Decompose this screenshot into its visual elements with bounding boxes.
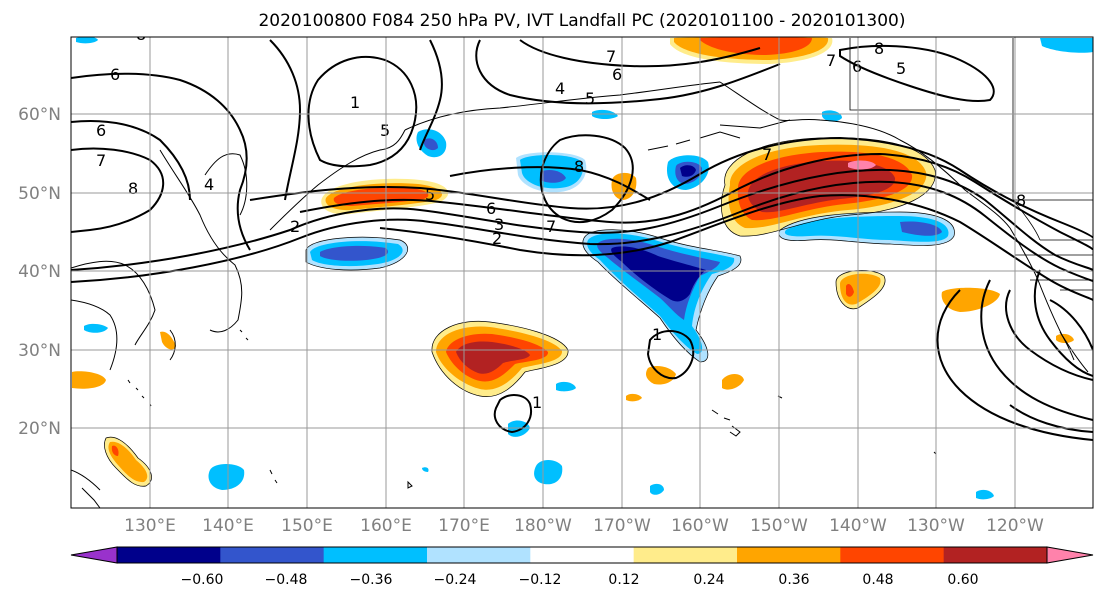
- contour-label: 1: [532, 393, 542, 412]
- colorbar-tick-label: −0.24: [434, 572, 477, 588]
- positive-anomaly-central-pacific: [431, 321, 569, 397]
- lon-label: 150°W: [750, 516, 808, 536]
- colorbar-tick-label: −0.36: [350, 572, 393, 588]
- contour-label: 7: [96, 151, 106, 170]
- colorbar-block: [633, 547, 738, 563]
- contour-label: 8: [1016, 191, 1026, 210]
- contour-label: 6: [486, 199, 496, 218]
- negative-anomaly-west-pacific: [76, 37, 1093, 500]
- colorbar-tick-label: 0.12: [608, 572, 639, 588]
- lon-label: 180°W: [514, 516, 572, 536]
- contour-label: 4: [555, 79, 565, 98]
- colorbar-tick-label: 0.36: [778, 572, 809, 588]
- colorbar-block: [323, 547, 428, 563]
- islands: [127, 329, 937, 489]
- contour-label: 6: [96, 121, 106, 140]
- graticule: [71, 37, 1093, 508]
- colorbar-frame: [116, 546, 1048, 564]
- colorbar-extend-low: [70, 546, 118, 564]
- colorbar-block: [427, 547, 531, 563]
- lon-label: 140°E: [202, 516, 254, 536]
- contour-label: 5: [425, 185, 435, 204]
- contour-label: 5: [896, 59, 906, 78]
- lon-label: 170°E: [438, 516, 490, 536]
- colorbar-block: [117, 547, 221, 563]
- colorbar-tick-label: −0.48: [265, 572, 308, 588]
- lat-label: 30°N: [18, 341, 61, 361]
- contour-label: 8: [574, 157, 584, 176]
- contour-labels: 6 6 7 8 1 5 4 5 6 7 8 4 5 2 3 6 7 2 7 8: [96, 25, 1026, 412]
- lat-label: 20°N: [18, 419, 61, 439]
- contour-label: 2: [492, 229, 502, 248]
- lon-label: 150°E: [281, 516, 333, 536]
- map-background: [71, 37, 1093, 508]
- lat-label: 50°N: [18, 184, 61, 204]
- contour-label: 3: [494, 215, 504, 234]
- contour-label: 7: [762, 145, 772, 164]
- latitude-labels: 60°N 50°N 40°N 30°N 20°N: [18, 105, 61, 439]
- contour-label: 6: [110, 65, 120, 84]
- colorbar: −0.60 −0.48 −0.36 −0.24 −0.12 0.12 0.24 …: [70, 546, 1094, 588]
- colorbar-tick-label: 0.60: [947, 572, 978, 588]
- colorbar-block: [943, 547, 1048, 563]
- contour-label: 5: [380, 121, 390, 140]
- lon-label: 160°E: [360, 516, 412, 536]
- colorbar-tick-label: −0.60: [181, 572, 224, 588]
- lon-label: 120°W: [986, 516, 1044, 536]
- contour-label: 2: [290, 217, 300, 236]
- colorbar-extend-high: [1046, 546, 1094, 564]
- lat-label: 60°N: [18, 105, 61, 125]
- colorbar-block: [220, 547, 325, 563]
- contour-label: 6: [852, 57, 862, 76]
- contour-label: 8: [874, 39, 884, 58]
- colorbar-tick-label: 0.48: [862, 572, 893, 588]
- contour-label: 6: [612, 65, 622, 84]
- contour-label: 5: [585, 89, 595, 108]
- lon-label: 130°E: [124, 516, 176, 536]
- contour-label: 1: [652, 325, 662, 344]
- map-frame: [70, 36, 1094, 509]
- contour-label: 7: [826, 51, 836, 70]
- longitude-labels: 130°E 140°E 150°E 160°E 170°E 180°W 170°…: [124, 516, 1044, 536]
- colorbar-block: [530, 547, 635, 563]
- pv-contours: [71, 39, 1093, 441]
- colorbar-tick-label: −0.12: [519, 572, 562, 588]
- lon-label: 130°W: [907, 516, 965, 536]
- contour-label: 8: [128, 179, 138, 198]
- lon-label: 140°W: [829, 516, 887, 536]
- lon-label: 160°W: [671, 516, 729, 536]
- colorbar-tick-label: 0.24: [693, 572, 724, 588]
- contour-label: 1: [350, 93, 360, 112]
- colorbar-block: [840, 547, 945, 563]
- lon-label: 170°W: [593, 516, 651, 536]
- coastlines: [71, 81, 1089, 508]
- contour-label: 7: [546, 217, 556, 236]
- figure-title: 2020100800 F084 250 hPa PV, IVT Landfall…: [258, 11, 905, 31]
- contour-label: 4: [204, 175, 214, 194]
- colorbar-ticks: −0.60 −0.48 −0.36 −0.24 −0.12 0.12 0.24 …: [181, 572, 979, 588]
- map-panel: 6 6 7 8 1 5 4 5 6 7 8 4 5 2 3 6 7 2 7 8: [70, 25, 1094, 509]
- lat-label: 40°N: [18, 262, 61, 282]
- colorbar-block: [737, 547, 841, 563]
- contour-label: 8: [136, 25, 146, 44]
- negative-anomaly-northeast-pacific: [779, 212, 955, 246]
- shading-outlines: [104, 137, 955, 487]
- colorbar-blocks: [117, 547, 1048, 563]
- contour-label: 7: [606, 47, 616, 66]
